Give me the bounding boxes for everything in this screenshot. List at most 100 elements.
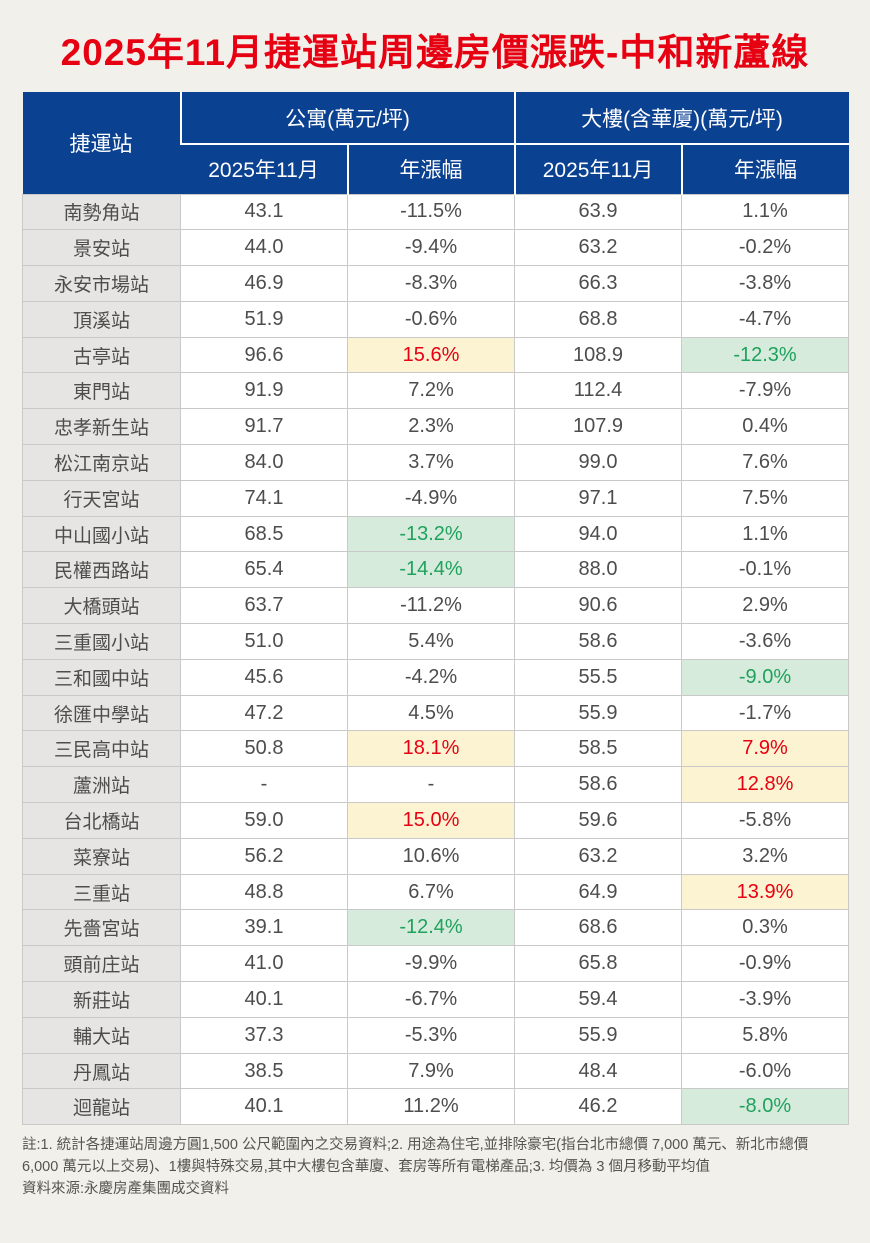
building-price: 46.2	[514, 1088, 683, 1126]
table-row: 三民高中站 50.8 18.1% 58.5 7.9%	[22, 730, 850, 768]
table-row: 頭前庄站 41.0 -9.9% 65.8 -0.9%	[22, 945, 850, 983]
station-name: 三重站	[22, 873, 181, 911]
building-price: 58.6	[514, 623, 683, 660]
building-yoy-change: -5.8%	[681, 802, 850, 839]
station-name: 輔大站	[22, 1016, 181, 1054]
building-price: 64.9	[514, 873, 683, 911]
station-name: 行天宮站	[22, 479, 181, 517]
station-name: 菜寮站	[22, 837, 181, 875]
building-yoy-change: -7.9%	[681, 372, 850, 410]
station-name: 忠孝新生站	[22, 408, 181, 446]
building-yoy-change: 1.1%	[681, 515, 850, 553]
apartment-price: 51.9	[180, 300, 348, 338]
station-name: 民權西路站	[22, 551, 181, 589]
building-yoy-change: 0.3%	[681, 909, 850, 947]
building-yoy-change: -12.3%	[681, 336, 850, 374]
apartment-price: 38.5	[180, 1052, 348, 1090]
building-yoy-change: -4.7%	[681, 300, 850, 338]
station-name: 南勢角站	[22, 193, 181, 231]
building-price: 48.4	[514, 1052, 683, 1090]
apartment-yoy-change: -11.5%	[346, 193, 516, 231]
building-price: 90.6	[514, 587, 683, 625]
building-yoy-change: 5.8%	[681, 1016, 850, 1054]
building-yoy-change: -9.0%	[681, 658, 850, 696]
apartment-yoy-change: 4.5%	[346, 694, 516, 732]
building-price: 94.0	[514, 515, 683, 553]
apartment-yoy-change: -12.4%	[346, 909, 516, 947]
apartment-yoy-change: -14.4%	[346, 551, 516, 589]
station-name: 頂溪站	[22, 300, 181, 338]
building-price: 97.1	[514, 479, 683, 517]
footnote-methodology: 註:1. 統計各捷運站周邊方圓1,500 公尺範圍內之交易資料;2. 用途為住宅…	[22, 1137, 809, 1175]
station-name: 台北橋站	[22, 802, 181, 839]
building-price: 65.8	[514, 945, 683, 983]
station-name: 古亭站	[22, 336, 181, 374]
apartment-yoy-change: -	[346, 766, 516, 804]
table-header: 捷運站 公寓(萬元/坪) 大樓(含華廈)(萬元/坪) 2025年11月 年漲幅 …	[22, 92, 849, 194]
station-name: 頭前庄站	[22, 945, 181, 983]
building-price: 63.2	[514, 229, 683, 267]
apartment-price: 84.0	[180, 444, 348, 481]
building-price: 63.9	[514, 193, 683, 231]
apartment-price: 65.4	[180, 551, 348, 589]
building-yoy-change: -8.0%	[681, 1088, 850, 1126]
price-table: 捷運站 公寓(萬元/坪) 大樓(含華廈)(萬元/坪) 2025年11月 年漲幅 …	[22, 92, 850, 1126]
building-price: 68.6	[514, 909, 683, 947]
table-row: 丹鳳站 38.5 7.9% 48.4 -6.0%	[22, 1052, 850, 1090]
building-yoy-change: -1.7%	[681, 694, 850, 732]
building-price: 58.6	[514, 766, 683, 804]
apartment-yoy-change: -13.2%	[346, 515, 516, 553]
building-price: 112.4	[514, 372, 683, 410]
apartment-yoy-change: -4.2%	[346, 658, 516, 696]
building-yoy-change: 3.2%	[681, 837, 850, 875]
apartment-yoy-change: -9.4%	[346, 229, 516, 267]
building-yoy-change: -3.8%	[681, 265, 850, 302]
building-yoy-change: 7.6%	[681, 444, 850, 481]
apartment-yoy-change: 3.7%	[346, 444, 516, 481]
apartment-price: 44.0	[180, 229, 348, 267]
table-row: 古亭站 96.6 15.6% 108.9 -12.3%	[22, 336, 850, 374]
station-name: 迴龍站	[22, 1088, 181, 1126]
table-row: 東門站 91.9 7.2% 112.4 -7.9%	[22, 372, 850, 410]
station-name: 三民高中站	[22, 730, 181, 768]
apartment-price: 41.0	[180, 945, 348, 983]
table-row: 行天宮站 74.1 -4.9% 97.1 7.5%	[22, 479, 850, 517]
building-price: 108.9	[514, 336, 683, 374]
station-name: 景安站	[22, 229, 181, 267]
apartment-yoy-change: -4.9%	[346, 479, 516, 517]
station-name: 徐匯中學站	[22, 694, 181, 732]
table-row: 輔大站 37.3 -5.3% 55.9 5.8%	[22, 1016, 850, 1054]
apartment-price: 91.7	[180, 408, 348, 446]
apartment-price: 46.9	[180, 265, 348, 302]
apartment-yoy-change: -0.6%	[346, 300, 516, 338]
column-header-building-yoy: 年漲幅	[680, 144, 849, 194]
apartment-yoy-change: 15.0%	[346, 802, 516, 839]
apartment-yoy-change: 2.3%	[346, 408, 516, 446]
building-yoy-change: 13.9%	[681, 873, 850, 911]
building-yoy-change: 7.9%	[681, 730, 850, 768]
table-row: 忠孝新生站 91.7 2.3% 107.9 0.4%	[22, 408, 850, 446]
table-row: 三重站 48.8 6.7% 64.9 13.9%	[22, 873, 850, 911]
building-price: 107.9	[514, 408, 683, 446]
apartment-price: 96.6	[180, 336, 348, 374]
apartment-price: 50.8	[180, 730, 348, 768]
apartment-price: 63.7	[180, 587, 348, 625]
table-row: 台北橋站 59.0 15.0% 59.6 -5.8%	[22, 802, 850, 839]
building-price: 55.9	[514, 694, 683, 732]
table-row: 民權西路站 65.4 -14.4% 88.0 -0.1%	[22, 551, 850, 589]
table-row: 三重國小站 51.0 5.4% 58.6 -3.6%	[22, 623, 850, 660]
station-name: 丹鳳站	[22, 1052, 181, 1090]
table-row: 迴龍站 40.1 11.2% 46.2 -8.0%	[22, 1088, 850, 1126]
column-group-apartment: 公寓(萬元/坪)	[179, 92, 515, 145]
station-name: 東門站	[22, 372, 181, 410]
apartment-price: 91.9	[180, 372, 348, 410]
station-name: 三和國中站	[22, 658, 181, 696]
apartment-price: 51.0	[180, 623, 348, 660]
station-name: 蘆洲站	[22, 766, 181, 804]
building-yoy-change: 2.9%	[681, 587, 850, 625]
apartment-yoy-change: 6.7%	[346, 873, 516, 911]
apartment-yoy-change: -9.9%	[346, 945, 516, 983]
apartment-price: 45.6	[180, 658, 348, 696]
column-group-building: 大樓(含華廈)(萬元/坪)	[513, 92, 849, 145]
apartment-price: 68.5	[180, 515, 348, 553]
